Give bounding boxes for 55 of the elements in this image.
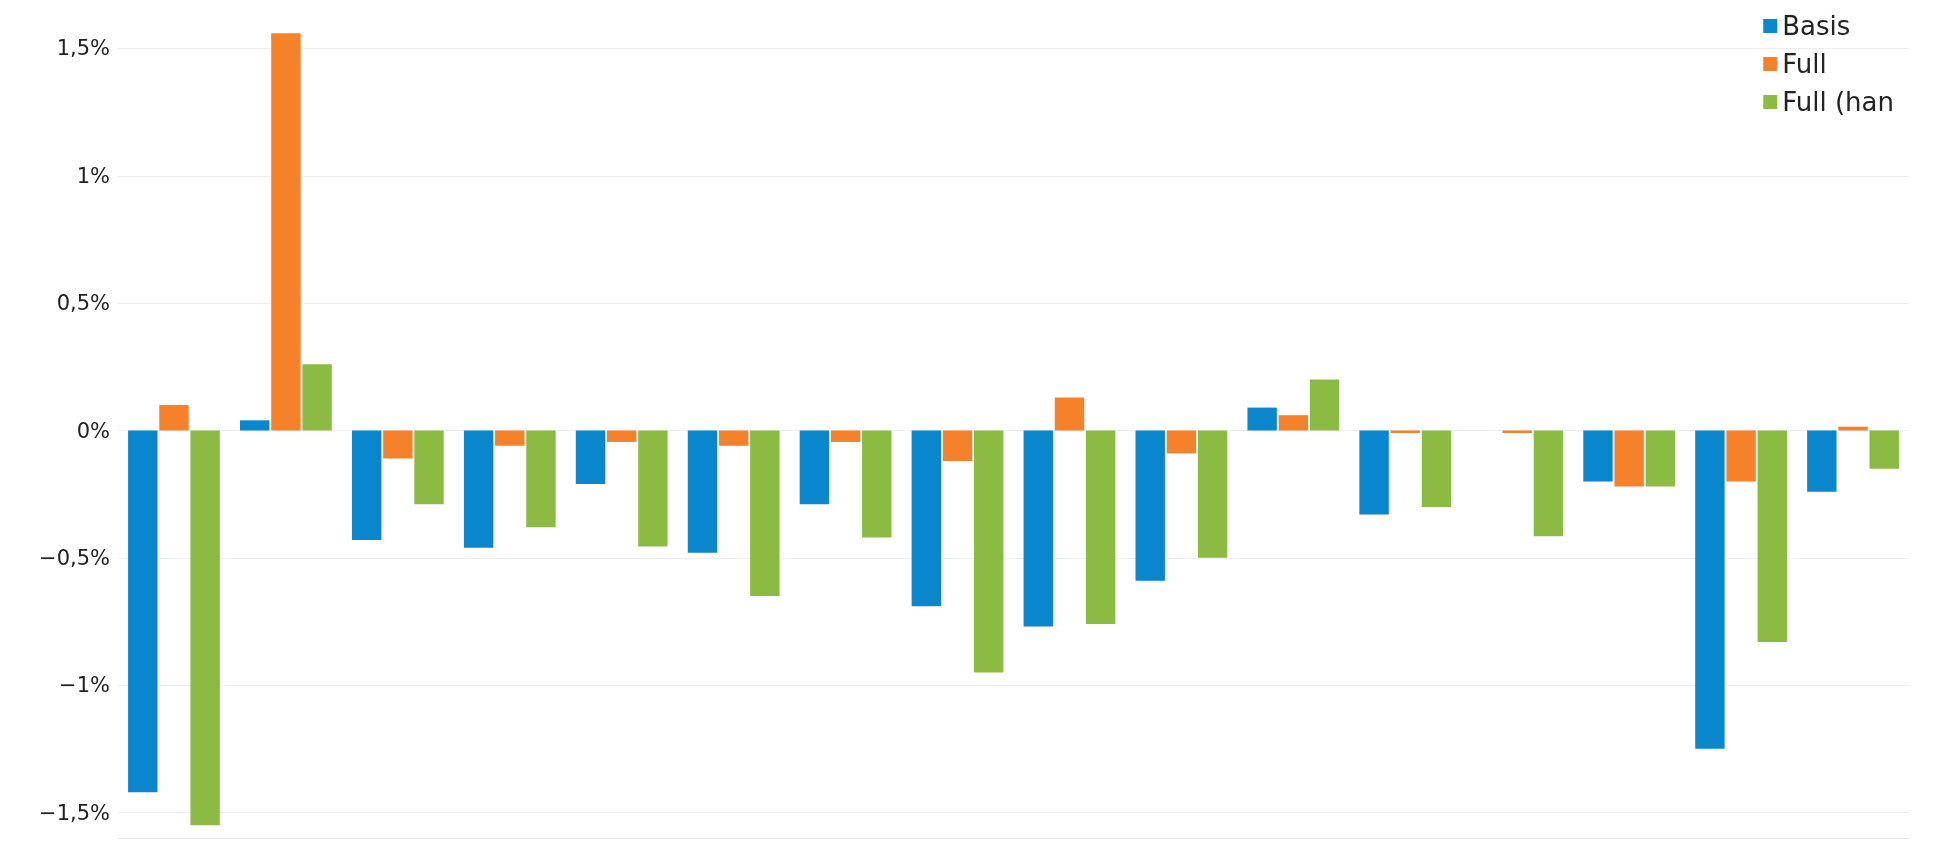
- bar: [1054, 397, 1085, 431]
- legend-label: Basis: [1782, 11, 1851, 41]
- bar: [1166, 430, 1197, 454]
- bar: [1695, 430, 1725, 749]
- bar: [128, 430, 158, 793]
- bar: [302, 364, 332, 431]
- y-tick-label: 0,5%: [56, 291, 110, 316]
- bar: [974, 430, 1004, 673]
- bar: [1421, 430, 1452, 507]
- bar: [463, 430, 494, 548]
- bar: [1135, 430, 1165, 581]
- bar: [1278, 415, 1309, 431]
- bar: [687, 430, 718, 553]
- bar: [1807, 430, 1837, 492]
- bar: [1645, 430, 1676, 487]
- bar: [1583, 430, 1613, 482]
- y-tick-label: 1,5%: [56, 36, 110, 61]
- bar: [911, 430, 942, 607]
- y-tick-label: −0,5%: [39, 545, 110, 570]
- bar: [190, 430, 220, 826]
- bar: [750, 430, 780, 597]
- bar: [1757, 430, 1787, 642]
- bar: [1309, 379, 1340, 431]
- bar: [607, 430, 637, 442]
- bar: [383, 430, 413, 459]
- bar: [414, 430, 444, 505]
- bar: [799, 430, 830, 505]
- bar: [718, 430, 749, 446]
- bar: [942, 430, 973, 462]
- bar: [1023, 430, 1053, 627]
- legend-label: Full: [1782, 49, 1827, 79]
- bar: [1359, 430, 1389, 515]
- bar: [862, 430, 892, 538]
- bar: [1533, 430, 1564, 537]
- y-tick-label: 1%: [76, 163, 110, 188]
- y-tick-label: 0%: [76, 418, 110, 443]
- bar: [575, 430, 606, 484]
- bar: [1197, 430, 1228, 558]
- bar: [271, 33, 301, 431]
- bar: [159, 405, 189, 431]
- bar: [1869, 430, 1899, 469]
- y-tick-label: −1,5%: [39, 800, 110, 825]
- bar: [526, 430, 556, 528]
- bar: [495, 430, 525, 446]
- legend-label: Full (han: [1782, 87, 1895, 117]
- bar: [1085, 430, 1116, 625]
- bar: [351, 430, 382, 541]
- bar: [240, 420, 270, 431]
- bar: [1726, 430, 1756, 482]
- bar: [1614, 430, 1644, 487]
- bar: [1838, 426, 1868, 431]
- bar: [1247, 407, 1277, 431]
- bar: [830, 430, 861, 442]
- bar: [638, 430, 668, 547]
- y-tick-label: −1%: [59, 673, 110, 698]
